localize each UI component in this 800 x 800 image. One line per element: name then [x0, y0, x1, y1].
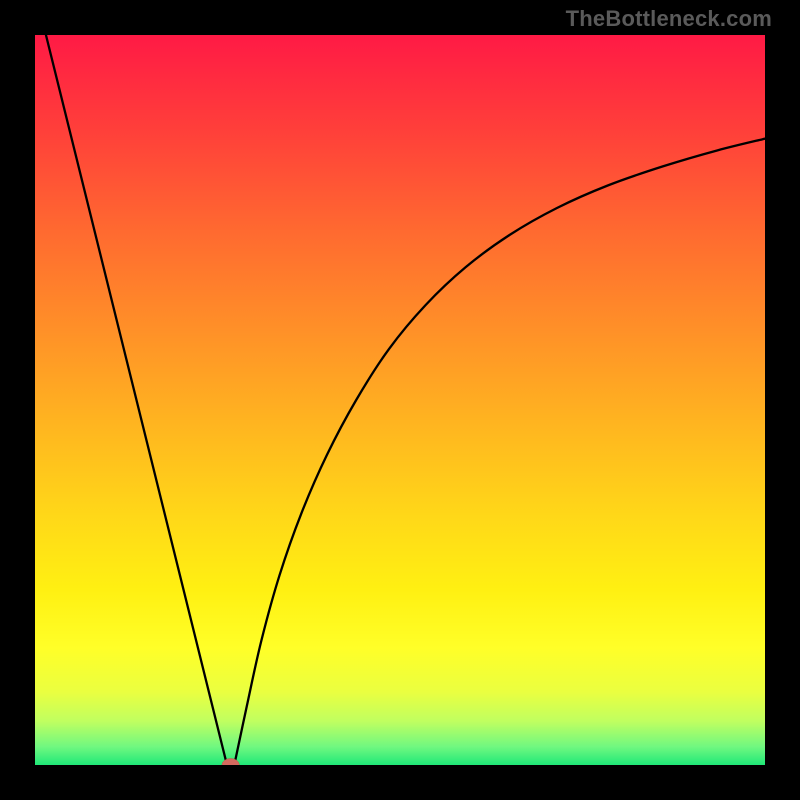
- plot-svg: [35, 35, 765, 765]
- plot-area: [35, 35, 765, 765]
- gradient-background: [35, 35, 765, 765]
- watermark-text: TheBottleneck.com: [566, 6, 772, 32]
- chart-container: TheBottleneck.com: [0, 0, 800, 800]
